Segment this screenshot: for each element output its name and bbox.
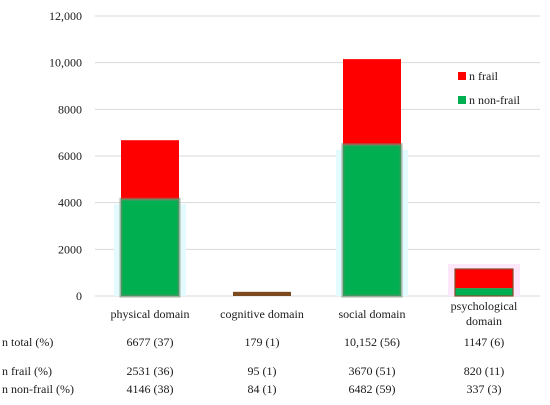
y-tick-label: 4000 xyxy=(58,196,82,210)
row-label: n total (%) xyxy=(2,335,54,349)
y-tick-label: 12,000 xyxy=(49,9,82,23)
bar-frail xyxy=(455,269,513,289)
bar-frail xyxy=(121,140,179,200)
legend-swatch-non-frail xyxy=(458,96,466,104)
legend-swatch-frail xyxy=(458,72,466,80)
x-tick-label: physical domain xyxy=(111,307,190,321)
cell-psychological: 1147 (6) xyxy=(463,335,505,349)
legend-label-frail: n frail xyxy=(469,69,499,83)
y-tick-label: 6000 xyxy=(58,149,82,163)
bar-non-frail xyxy=(455,288,513,296)
row-label: n non-frail (%) xyxy=(2,382,74,396)
legend: n frail n non-frail xyxy=(458,69,521,107)
legend-label-non-frail: n non-frail xyxy=(469,93,521,107)
bar-cognitive xyxy=(233,291,291,296)
cell-psychological: 820 (11) xyxy=(463,364,505,378)
y-tick-label: 8000 xyxy=(58,102,82,116)
cell-physical: 6677 (37) xyxy=(126,335,174,349)
cell-social: 10,152 (56) xyxy=(344,335,400,349)
x-tick-label: domain xyxy=(466,314,502,328)
x-tick-label: psychological xyxy=(451,299,518,313)
cell-cognitive: 95 (1) xyxy=(247,364,277,378)
cell-psychological: 337 (3) xyxy=(466,382,502,396)
x-tick-label: cognitive domain xyxy=(220,307,304,321)
row-label: n frail (%) xyxy=(2,364,52,378)
bar-non-frail xyxy=(121,199,179,296)
cell-cognitive: 84 (1) xyxy=(247,382,277,396)
bar-non-frail xyxy=(343,144,401,296)
cell-social: 3670 (51) xyxy=(348,364,396,378)
bar-shadow-edge xyxy=(119,197,181,298)
bar-outline xyxy=(454,268,514,297)
bars xyxy=(114,59,520,298)
cell-cognitive: 179 (1) xyxy=(244,335,280,349)
cell-physical: 2531 (36) xyxy=(126,364,174,378)
cell-social: 6482 (59) xyxy=(348,382,396,396)
table-row-total: n total (%) 6677 (37) 179 (1) 10,152 (56… xyxy=(0,335,550,351)
cell-physical: 4146 (38) xyxy=(126,382,174,396)
y-tick-label: 10,000 xyxy=(49,56,82,70)
y-tick-label: 0 xyxy=(76,289,82,303)
table-row-non-frail: n non-frail (%) 4146 (38) 84 (1) 6482 (5… xyxy=(0,382,550,398)
x-axis-labels: physical domain cognitive domain social do… xyxy=(111,299,518,328)
x-tick-label: social domain xyxy=(339,307,406,321)
table-row-frail: n frail (%) 2531 (36) 95 (1) 3670 (51) 8… xyxy=(0,364,550,380)
y-axis: 0 2000 4000 6000 8000 10,000 12,000 xyxy=(49,9,82,303)
y-tick-label: 2000 xyxy=(58,242,82,256)
stacked-bar-chart: 0 2000 4000 6000 8000 10,000 12,000 physical d… xyxy=(49,9,540,328)
bar-frail xyxy=(343,59,401,145)
bar-shadow-edge xyxy=(341,143,403,298)
